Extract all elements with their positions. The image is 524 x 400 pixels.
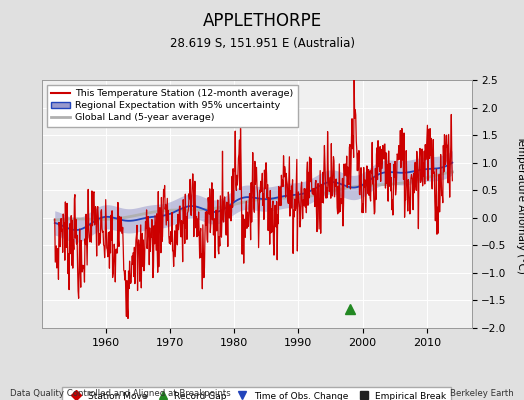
Text: 28.619 S, 151.951 E (Australia): 28.619 S, 151.951 E (Australia) [169, 37, 355, 50]
Text: Berkeley Earth: Berkeley Earth [450, 389, 514, 398]
Y-axis label: Temperature Anomaly (°C): Temperature Anomaly (°C) [516, 134, 524, 274]
Text: Data Quality Controlled and Aligned at Breakpoints: Data Quality Controlled and Aligned at B… [10, 389, 231, 398]
Legend: Station Move, Record Gap, Time of Obs. Change, Empirical Break: Station Move, Record Gap, Time of Obs. C… [62, 387, 451, 400]
Text: APPLETHORPE: APPLETHORPE [202, 12, 322, 30]
